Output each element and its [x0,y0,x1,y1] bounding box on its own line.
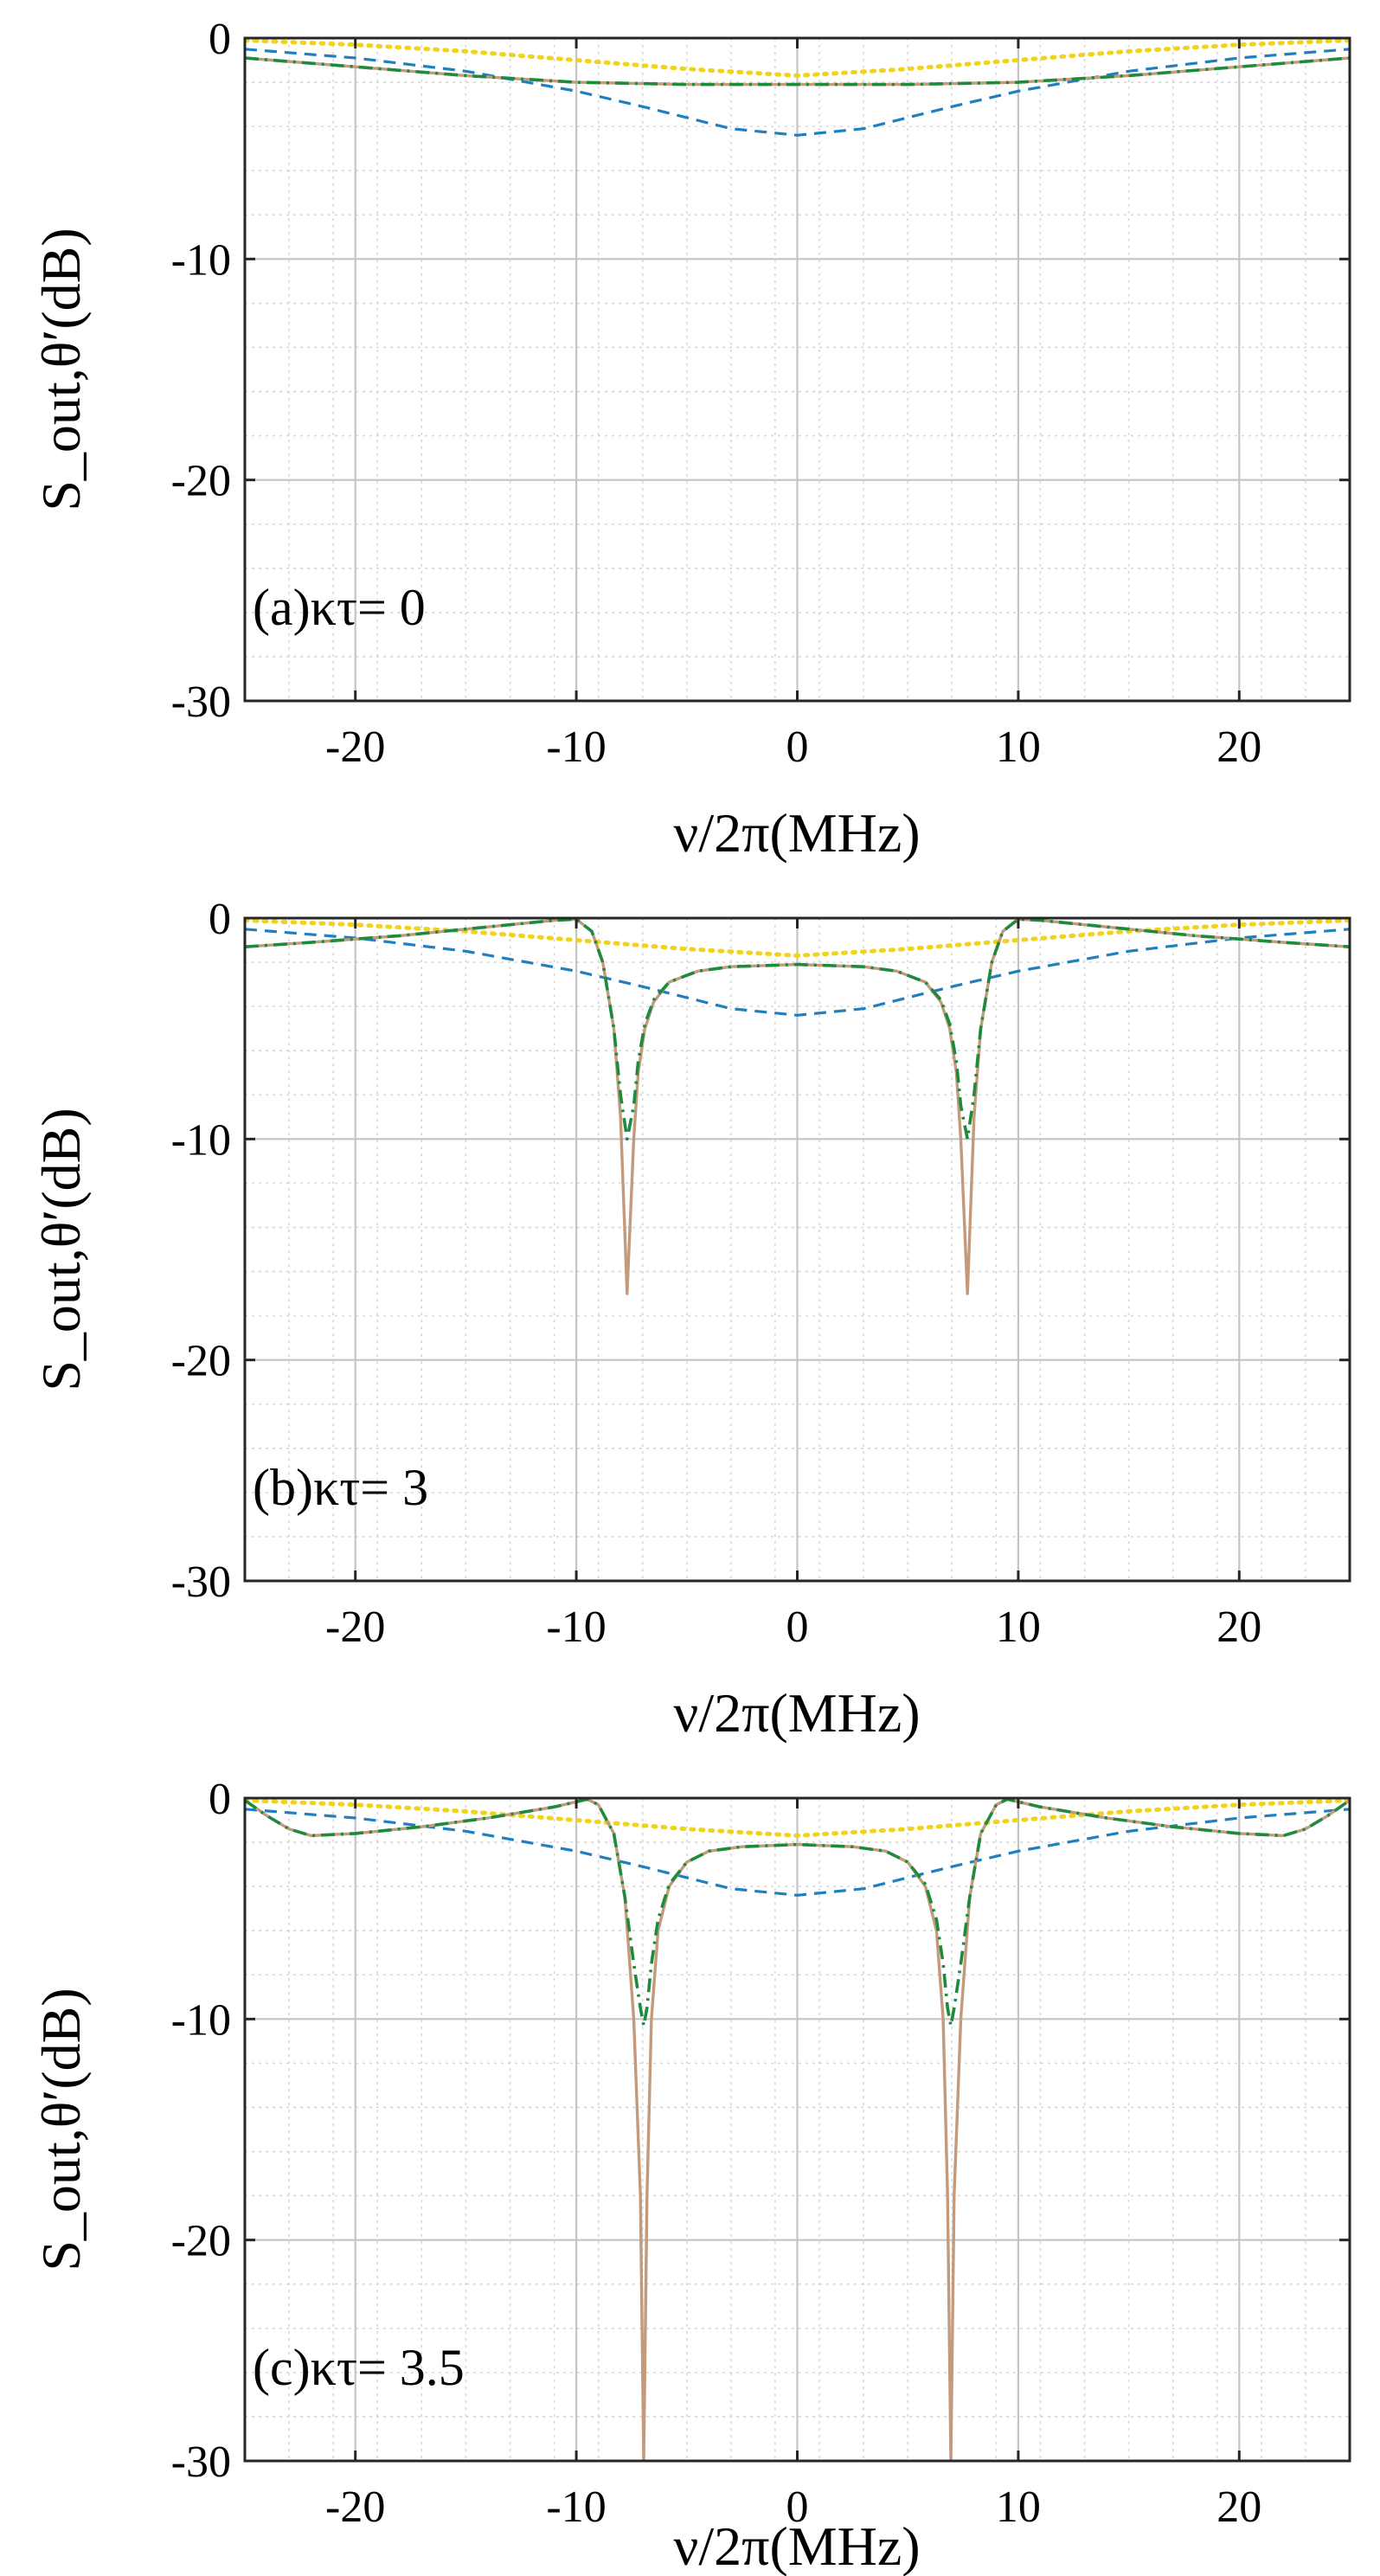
y-tick-label: -10 [171,235,231,285]
x-tick-label: -10 [546,723,606,772]
y-tick-label: 0 [209,1775,231,1824]
x-tick-label: 20 [1216,2483,1261,2532]
y-tick-label: -30 [171,2438,231,2487]
x-tick-label: -10 [546,2483,606,2532]
x-tick-label: -20 [325,2483,385,2532]
y-tick-label: -30 [171,1558,231,1607]
ticks-c: -20 -10 0 10 20 0 -10 -20 -30 [171,1775,1350,2532]
x-tick-label: -10 [546,1603,606,1652]
panel-b: -20 -10 0 10 20 0 -10 -20 -30 (b)κτ= 3 ν/2π(MHz)… [30,895,1351,1744]
x-tick-label: 10 [996,723,1041,772]
series-line-green-dashdot [245,918,1350,1141]
y-axis-label-a: S_out,θ′(dB) [30,228,92,511]
y-tick-label: -10 [171,1995,231,2045]
series-line-yellow-dotted [245,1798,1350,1838]
series-line-blue-dashed [245,928,1350,1017]
x-tick-label: 0 [786,2483,809,2532]
x-tick-label: 20 [1216,1603,1261,1652]
x-tick-label: 10 [996,2483,1041,2532]
x-tick-label: 10 [996,1603,1041,1652]
series-a [245,38,1350,137]
ticks-b: -20 -10 0 10 20 0 -10 -20 -30 [171,895,1350,1652]
panel-label-b: (b)κτ= 3 [253,1459,428,1516]
series-line-yellow-dotted [245,38,1350,78]
panel-label-c: (c)κτ= 3.5 [253,2339,465,2396]
y-tick-label: -20 [171,2217,231,2266]
y-tick-label: -30 [171,678,231,727]
x-tick-label: 20 [1216,723,1261,772]
series-b [245,918,1350,1295]
panel-label-a: (a)κτ= 0 [253,579,426,636]
x-tick-label: 0 [786,1603,809,1652]
x-axis-label-c: ν/2π(MHz) [673,2515,920,2576]
y-axis-label-c: S_out,θ′(dB) [30,1988,92,2271]
series-line-green-dashdot [245,56,1350,87]
y-axis-label-b: S_out,θ′(dB) [30,1108,92,1391]
series-line-green-dashdot [245,1798,1350,2027]
x-axis-label-b: ν/2π(MHz) [673,1682,920,1744]
series-c [245,1798,1350,2461]
series-line-yellow-dotted [245,918,1350,958]
y-tick-label: -20 [171,457,231,506]
panel-a: -20 -10 0 10 20 0 -10 -20 -30 (a)κτ= 0 ν/2π(MHz)… [30,15,1351,864]
y-tick-label: -20 [171,1337,231,1386]
x-tick-label: 0 [786,723,809,772]
x-axis-label-a: ν/2π(MHz) [673,802,920,864]
y-tick-label: 0 [209,895,231,944]
panel-c: -20 -10 0 10 20 0 -10 -20 -30 (c)κτ= 3.5 ν/2π(MH… [30,1775,1351,2576]
y-tick-label: 0 [209,15,231,64]
x-tick-label: -20 [325,1603,385,1652]
series-line-blue-dashed [245,1808,1350,1897]
y-tick-label: -10 [171,1115,231,1165]
ticks-a: -20 -10 0 10 20 0 -10 -20 -30 [171,15,1350,772]
x-tick-label: -20 [325,723,385,772]
